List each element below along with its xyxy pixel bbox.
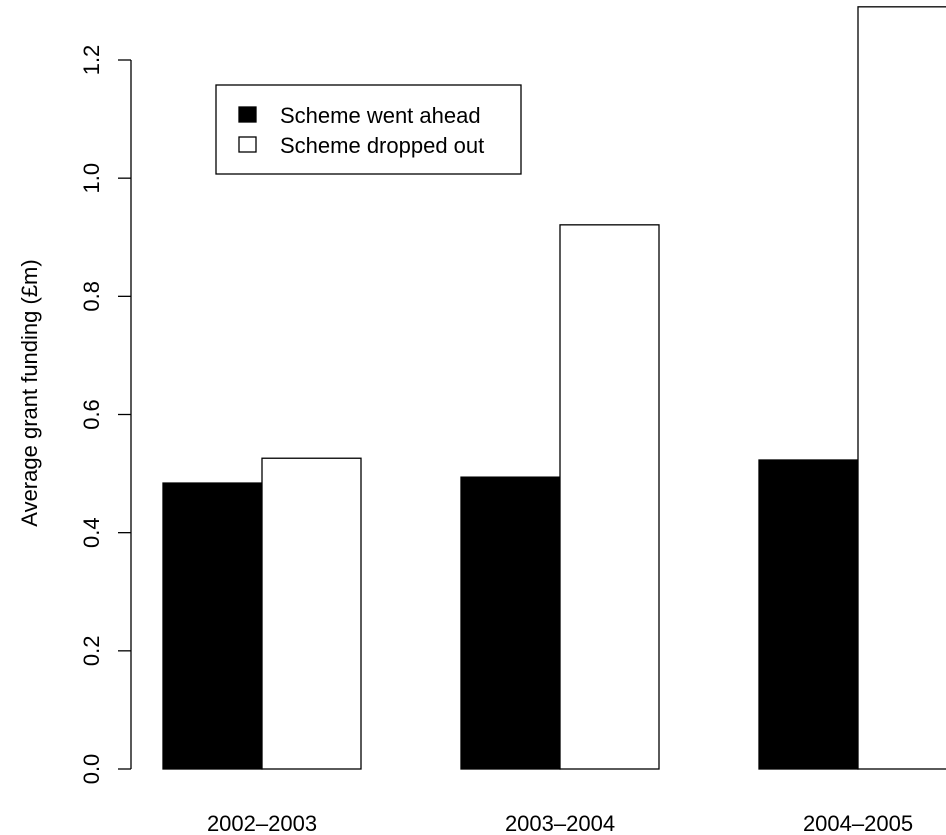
legend: Scheme went ahead Scheme dropped out (215, 84, 522, 175)
x-tick-label: 2004–2005 (803, 811, 913, 835)
y-tick-label: 0.2 (79, 636, 104, 667)
y-tick-label: 1.2 (79, 45, 104, 76)
bar-scheme-went-ahead-2004-2005 (758, 459, 859, 770)
x-axis-labels: 2002–2003 2003–2004 2004–2005 (207, 811, 913, 835)
legend-swatch-went-ahead (238, 106, 257, 123)
y-tick-label: 0.0 (79, 754, 104, 785)
bar-scheme-dropped-out-2004-2005 (857, 6, 946, 770)
y-tick-label: 0.6 (79, 399, 104, 430)
y-tick-label: 1.0 (79, 163, 104, 194)
y-tick-label: 0.4 (79, 517, 104, 548)
bar-scheme-dropped-out-2002-2003 (261, 457, 362, 770)
bar-scheme-dropped-out-2003-2004 (559, 224, 660, 770)
bars-layer (162, 6, 946, 770)
x-tick-label: 2002–2003 (207, 811, 317, 835)
x-tick-label: 2003–2004 (505, 811, 615, 835)
y-tick-label: 0.8 (79, 281, 104, 312)
legend-swatch-dropped-out (238, 136, 257, 153)
bar-scheme-went-ahead-2002-2003 (162, 482, 263, 770)
legend-label-dropped-out: Scheme dropped out (280, 133, 484, 158)
legend-box (215, 84, 522, 175)
legend-label-went-ahead: Scheme went ahead (280, 103, 481, 128)
bar-scheme-went-ahead-2003-2004 (460, 476, 561, 770)
y-axis-title: Average grant funding (£m) (17, 259, 42, 526)
y-axis: 0.0 0.2 0.4 0.6 0.8 1.0 1.2 (79, 45, 132, 785)
